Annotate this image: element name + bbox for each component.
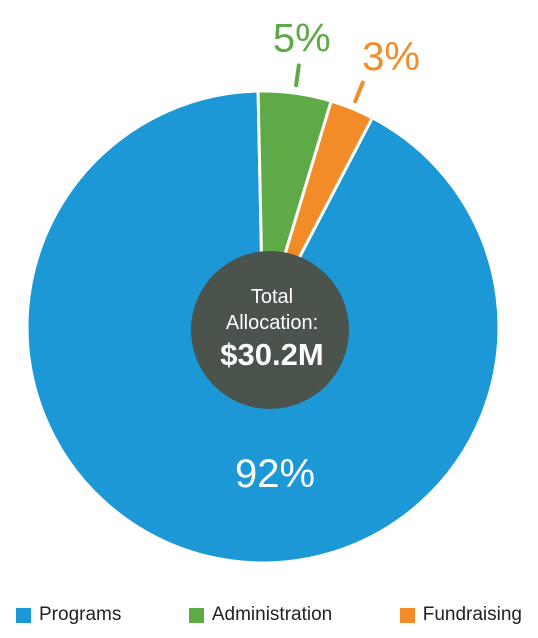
- data-label-administration: 5%: [273, 17, 331, 61]
- data-label-programs: 92%: [235, 452, 315, 496]
- legend-swatch-administration: [188, 607, 204, 623]
- pie-chart: 92% 5% 3% Total Allocation: $30.2M: [25, 17, 501, 565]
- legend: Programs Administration Fundraising: [16, 604, 522, 626]
- legend-label-programs: Programs: [39, 604, 122, 625]
- leader-line-fundraising: [353, 80, 365, 104]
- legend-label-fundraising: Fundraising: [422, 604, 522, 625]
- legend-swatch-programs: [16, 607, 31, 623]
- legend-label-administration: Administration: [211, 604, 333, 625]
- center-label-value: $30.2M: [220, 337, 323, 372]
- legend-swatch-fundraising: [399, 607, 415, 623]
- legend-item-fundraising: Fundraising: [399, 604, 522, 626]
- legend-item-programs: Programs: [16, 604, 121, 626]
- data-label-fundraising: 3%: [362, 35, 420, 79]
- center-circle: [191, 251, 349, 409]
- legend-item-administration: Administration: [188, 604, 333, 626]
- center-label-line1: Total: [251, 286, 293, 308]
- leader-line-administration: [294, 63, 301, 88]
- center-label-line2: Allocation:: [226, 312, 318, 334]
